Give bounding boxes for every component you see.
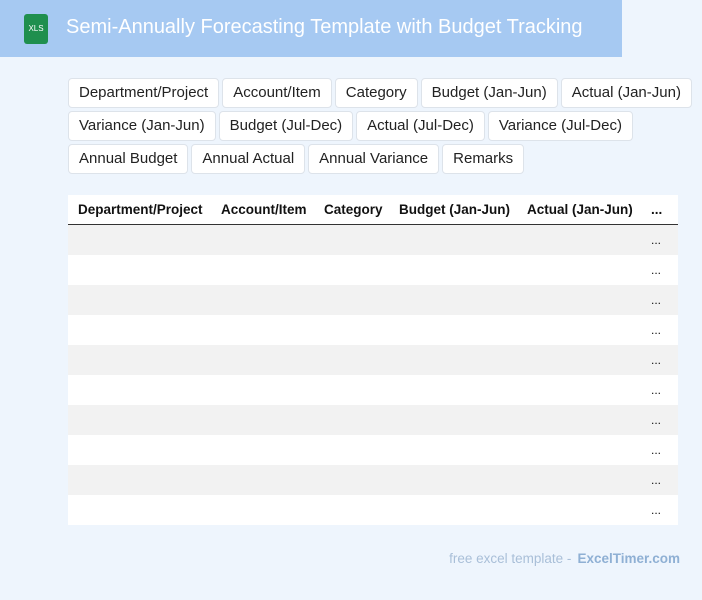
cell: ... — [651, 503, 662, 517]
cell: ... — [651, 233, 662, 247]
file-icon: XLS — [24, 14, 48, 44]
tag[interactable]: Annual Actual — [191, 144, 306, 174]
title: Semi-Annually Forecasting Template with … — [66, 16, 583, 38]
cell: ... — [651, 383, 662, 397]
tag[interactable]: Department/Project — [68, 78, 220, 108]
column-header: ... — [651, 202, 663, 217]
tag[interactable]: Annual Variance — [308, 144, 440, 174]
tag[interactable]: Remarks — [442, 144, 525, 174]
tag[interactable]: Actual (Jul-Dec) — [356, 111, 485, 141]
tag[interactable]: Category — [334, 78, 418, 108]
cell: ... — [651, 263, 662, 277]
banner: XLS Semi-Annually Forecasting Template w… — [0, 0, 622, 57]
tag[interactable]: Budget (Jan-Jun) — [420, 78, 558, 108]
header-row: Department/Project Account/Item Category Bu… — [68, 195, 678, 225]
table-row: ... — [68, 375, 678, 405]
cell: ... — [651, 323, 662, 337]
column-header: Category — [324, 202, 383, 217]
column-header: Department/Project — [78, 202, 203, 217]
tag[interactable]: Annual Budget — [68, 144, 189, 174]
tag[interactable]: Budget (Jul-Dec) — [218, 111, 354, 141]
table-row: ... — [68, 315, 678, 345]
site-link[interactable]: ExcelTimer.com — [577, 551, 680, 566]
column-header: Actual (Jan-Jun) — [527, 202, 633, 217]
table-row: ... — [68, 495, 678, 525]
column-header: Account/Item — [221, 202, 307, 217]
table-row: ... — [68, 345, 678, 375]
cell: ... — [651, 353, 662, 367]
cell: ... — [651, 473, 662, 487]
tag[interactable]: Actual (Jan-Jun) — [560, 78, 692, 108]
table-row: ... — [68, 225, 678, 255]
column-header: Budget (Jan-Jun) — [399, 202, 510, 217]
tag[interactable]: Variance (Jan-Jun) — [68, 111, 216, 141]
cell: ... — [651, 293, 662, 307]
tag[interactable]: Account/Item — [222, 78, 332, 108]
tag[interactable]: Variance (Jul-Dec) — [487, 111, 633, 141]
footer-text: free excel template - — [449, 551, 572, 566]
cell: ... — [651, 413, 662, 427]
tag-list: Department/Project Account/Item Category Bu… — [68, 78, 702, 174]
table-row: ... — [68, 255, 678, 285]
table-row: ... — [68, 465, 678, 495]
table-row: ... — [68, 405, 678, 435]
cell: ... — [651, 443, 662, 457]
footer: free excel template - ExcelTimer.com — [449, 551, 680, 566]
table-row: ... — [68, 285, 678, 315]
table-row: ... — [68, 435, 678, 465]
table: Department/Project Account/Item Category Bu… — [68, 195, 678, 525]
